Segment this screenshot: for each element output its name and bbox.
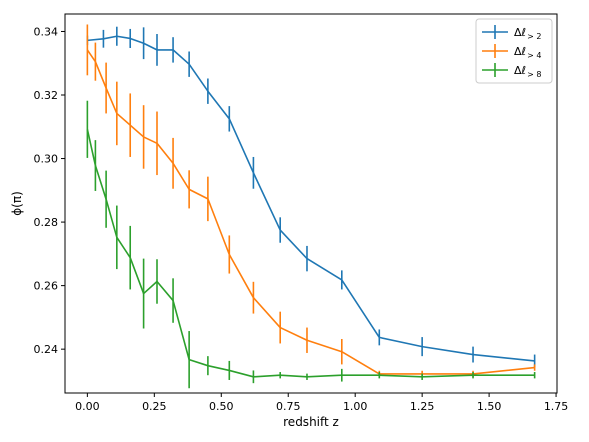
- series-line: [87, 35, 535, 362]
- x-tick-label: 0.75: [276, 400, 301, 413]
- y-tick-label: 0.34: [34, 25, 59, 38]
- y-tick-label: 0.24: [34, 343, 59, 356]
- series-2: [86, 24, 536, 378]
- legend-label: Δℓ> 4: [514, 45, 541, 60]
- plot-area-frame: [64, 13, 558, 394]
- legend-item-1: Δℓ> 2: [482, 25, 541, 41]
- series-line: [86, 49, 535, 375]
- series-layer: [86, 24, 536, 389]
- series-line: [86, 129, 535, 378]
- y-axis: 0.24 0.26 0.28 0.30 0.32 0.34: [34, 25, 65, 356]
- y-tick-label: 0.28: [34, 216, 59, 229]
- y-tick-label: 0.30: [34, 153, 59, 166]
- y-axis-label: ϕ(π): [10, 191, 24, 216]
- legend-item-3: Δℓ> 8: [482, 63, 541, 79]
- y-tick-label: 0.26: [34, 280, 59, 293]
- x-tick-label: 1.75: [544, 400, 569, 413]
- x-tick-label: 0.00: [75, 400, 100, 413]
- x-axis: 0.00 0.25 0.50 0.75 1.00 1.25 1.50 1.75: [75, 393, 568, 413]
- legend-label: Δℓ> 2: [514, 26, 541, 41]
- series-1: [86, 26, 536, 368]
- x-tick-label: 1.50: [477, 400, 502, 413]
- legend-item-2: Δℓ> 4: [482, 44, 541, 60]
- x-tick-label: 1.25: [410, 400, 435, 413]
- x-axis-label: redshift z: [283, 415, 339, 429]
- x-tick-label: 1.00: [343, 400, 368, 413]
- y-tick-label: 0.32: [34, 89, 59, 102]
- legend: Δℓ> 2 Δℓ> 4 Δℓ> 8: [475, 18, 553, 84]
- series-3: [86, 100, 536, 389]
- x-tick-label: 0.25: [142, 400, 167, 413]
- x-tick-label: 0.50: [209, 400, 234, 413]
- legend-label: Δℓ> 8: [514, 64, 541, 79]
